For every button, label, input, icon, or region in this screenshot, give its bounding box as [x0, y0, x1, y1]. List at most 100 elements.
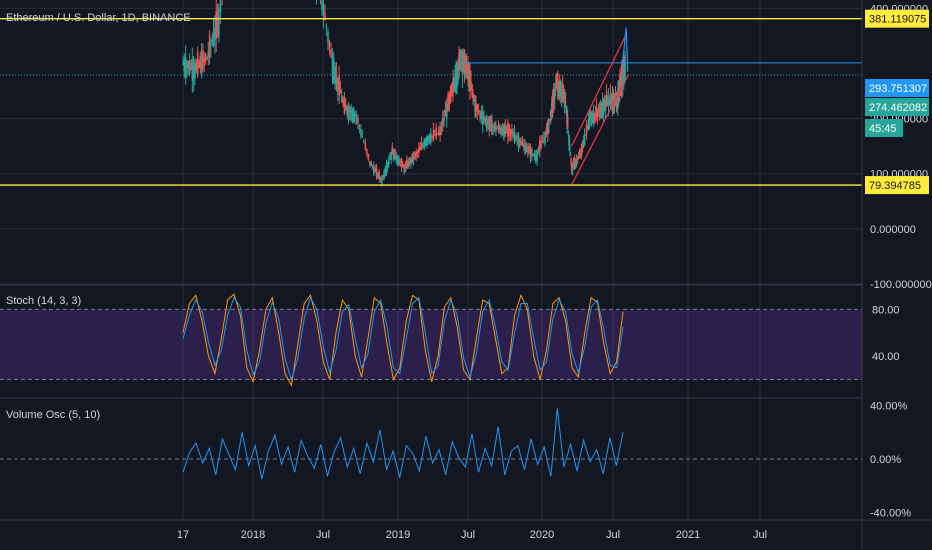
candle-body [418, 147, 420, 153]
candle-body [208, 34, 211, 59]
candle-body [469, 70, 471, 89]
candle-body [352, 109, 355, 122]
price-tick-label: -100.000000 [870, 279, 932, 291]
candle-body [390, 151, 392, 160]
candle-body [586, 124, 589, 128]
candle-body [445, 104, 448, 119]
candle-body [495, 125, 497, 132]
candle-body [601, 101, 604, 117]
candle-body [325, 25, 328, 29]
candle-body [491, 120, 493, 135]
price-axis-label-bg [865, 79, 929, 97]
candle-body [585, 124, 588, 134]
candle-body [191, 59, 194, 81]
channel-trendline[interactable] [571, 74, 629, 186]
candle-body [567, 131, 570, 133]
grid [0, 0, 862, 520]
candle-body [206, 56, 208, 60]
candle-body [443, 117, 445, 121]
candle-body [610, 100, 613, 102]
candle-body [562, 92, 565, 102]
candle-body [475, 102, 477, 111]
price-axis-label: 381.119075 [869, 14, 926, 26]
candle-body [624, 61, 626, 78]
candle-body [458, 53, 460, 73]
candle-body [216, 14, 219, 30]
candle-body [424, 139, 427, 146]
candle-body [578, 152, 581, 159]
candle-body [592, 112, 595, 123]
candle-body [574, 159, 577, 167]
candle-body [582, 141, 585, 145]
candle-body [596, 110, 599, 116]
stoch-tick-label: 80.00 [872, 304, 900, 316]
candle-body [589, 117, 592, 119]
candle-body [521, 142, 524, 146]
candle-body [520, 140, 522, 145]
volume-osc-tick-label: 0.00% [870, 454, 901, 466]
candle-body [192, 61, 195, 80]
candle-body [447, 93, 449, 112]
candle-body [428, 134, 431, 143]
candle-body [595, 107, 598, 119]
candle-body [327, 31, 329, 43]
candle-body [591, 112, 594, 123]
candle-body [604, 97, 607, 111]
price-axis-label: 45:45 [869, 123, 897, 135]
price-axis-label-bg [865, 98, 929, 116]
channel-trendline[interactable] [571, 35, 627, 147]
volume-osc-tick-label: -40.00% [870, 507, 911, 519]
candle-body [577, 155, 580, 159]
price-axis-label-bg [865, 176, 929, 195]
candle-body [605, 90, 608, 107]
candle-body [200, 55, 203, 76]
candle-body [399, 161, 402, 164]
candle-body [551, 92, 554, 111]
candle-body [448, 93, 451, 105]
candle-body [391, 146, 394, 155]
candle-body [612, 94, 615, 106]
price-axis-label-bg [865, 119, 903, 137]
candle-body [357, 117, 359, 124]
candle-body [480, 112, 483, 120]
candle-body [559, 89, 562, 96]
candle-body [517, 135, 520, 148]
candle-body [336, 77, 339, 92]
candle-body [487, 123, 489, 125]
candle-body [497, 124, 500, 132]
candle-body [503, 125, 505, 139]
candle-body [439, 127, 441, 136]
candle-body [549, 109, 552, 117]
candle-body [536, 150, 538, 161]
candle-body [432, 129, 435, 139]
volume-osc-pane: 40.00% 0.00% -40.00% Volume Osc (5, 10) [0, 401, 911, 519]
volume-osc-title: Volume Osc (5, 10) [6, 409, 100, 421]
volume-osc-series [182, 408, 624, 480]
candle-body [534, 154, 537, 162]
candle-body [512, 132, 514, 137]
candle-body [454, 73, 456, 91]
candle-body [396, 156, 399, 164]
candle-body [196, 52, 199, 75]
candle-body [457, 62, 459, 80]
candle-body [481, 111, 484, 125]
candle-body [483, 117, 485, 121]
candle-body [575, 158, 578, 164]
candle-body [426, 136, 428, 146]
candle-body [504, 122, 507, 136]
candle-body [468, 70, 470, 89]
candle-body [527, 146, 529, 152]
candle-body [184, 57, 187, 78]
volume-osc-line [182, 408, 624, 480]
time-tick-label: Jul [461, 529, 475, 541]
candle-body [214, 27, 216, 41]
candle-body [355, 115, 358, 117]
candle-body [346, 106, 348, 115]
candle-body [408, 158, 411, 165]
time-tick-label: 2019 [386, 529, 410, 541]
latest-bar-marker [621, 27, 629, 72]
time-tick-label: 2018 [241, 529, 265, 541]
time-axis[interactable]: 17 2018 Jul 2019 Jul 2020 Jul 2021 Jul [177, 529, 767, 541]
candle-body [542, 138, 545, 140]
candle-body [441, 118, 444, 127]
